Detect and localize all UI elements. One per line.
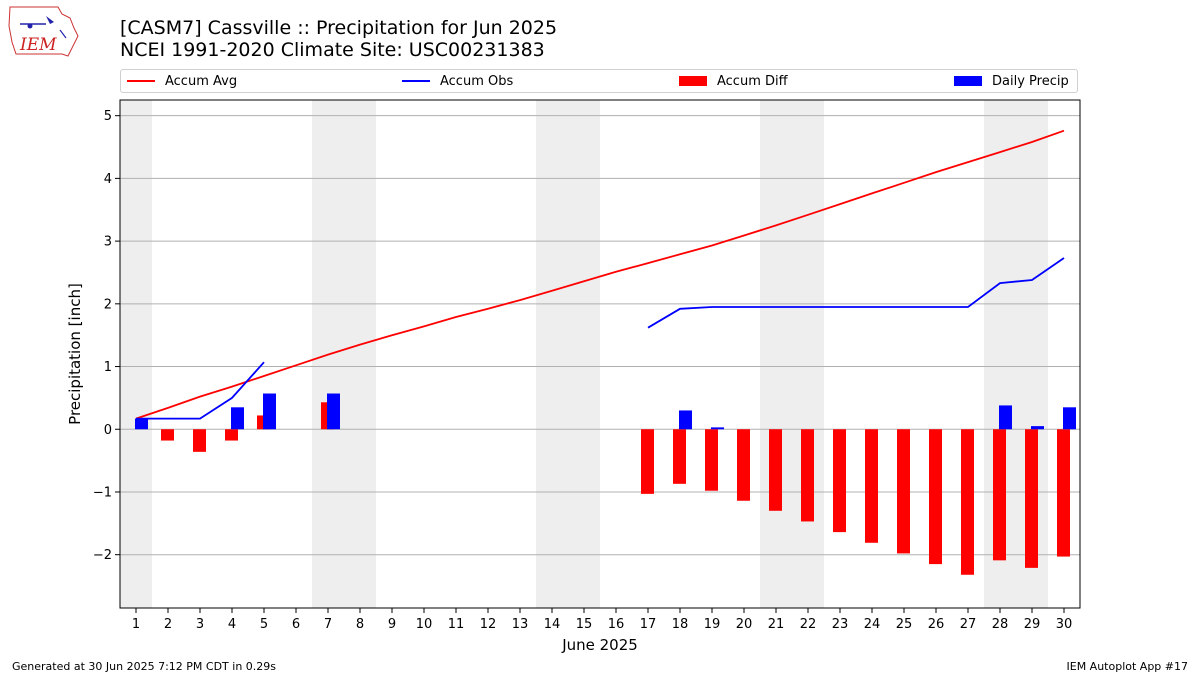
daily-precip-bar	[711, 427, 724, 430]
accum-diff-bar	[1057, 429, 1070, 557]
accum-diff-bar	[193, 429, 206, 452]
weekend-band	[760, 100, 792, 608]
accum-diff-bar	[769, 429, 782, 511]
y-tick-label: 2	[104, 297, 112, 312]
legend-patch-red	[679, 76, 707, 86]
x-tick-label: 12	[480, 617, 497, 632]
x-tick-label: 11	[448, 617, 465, 632]
x-tick-label: 14	[544, 617, 561, 632]
weekend-band	[120, 100, 152, 608]
accum-diff-bar	[961, 429, 974, 575]
weekend-band	[344, 100, 376, 608]
accum-diff-bar	[705, 429, 718, 491]
y-tick-label: −1	[93, 485, 112, 500]
legend-line-red	[127, 80, 155, 82]
accum-diff-bar	[161, 429, 174, 441]
legend-label: Accum Obs	[440, 73, 514, 89]
accum-diff-bar	[641, 429, 654, 494]
x-tick-label: 4	[228, 617, 236, 632]
accum-diff-bar	[225, 429, 238, 441]
accum-avg-line	[135, 129, 1065, 420]
x-tick-label: 27	[960, 617, 977, 632]
daily-precip-bar	[231, 407, 244, 430]
y-axis-label: Precipitation [inch]	[66, 283, 84, 425]
legend-item-accum-diff: Accum Diff	[679, 70, 788, 92]
x-tick-label: 20	[736, 617, 753, 632]
x-tick-label: 5	[260, 617, 268, 632]
legend: Accum Avg Accum Obs Accum Diff Daily Pre…	[120, 69, 1078, 93]
legend-item-daily-precip: Daily Precip	[954, 70, 1069, 92]
accum-diff-bar	[673, 429, 686, 484]
daily-precip-bar	[679, 410, 692, 430]
x-tick-label: 26	[928, 617, 945, 632]
x-tick-label: 8	[356, 617, 364, 632]
accum-diff-bar	[737, 429, 750, 501]
accum-diff-bar	[897, 429, 910, 554]
y-tick-label: 4	[104, 172, 112, 187]
logo-text: IEM	[19, 35, 57, 55]
legend-item-accum-obs: Accum Obs	[402, 70, 513, 92]
legend-label: Accum Diff	[717, 73, 788, 89]
plot-frame	[119, 99, 1081, 609]
x-tick-label: 17	[640, 617, 657, 632]
weekend-band	[568, 100, 600, 608]
x-tick-label: 29	[1024, 617, 1041, 632]
x-tick-label: 28	[992, 617, 1009, 632]
x-tick-label: 3	[196, 617, 204, 632]
daily-precip-bar	[1031, 426, 1044, 430]
x-tick-label: 9	[388, 617, 396, 632]
x-tick-label: 24	[864, 617, 881, 632]
x-tick-label: 10	[416, 617, 433, 632]
accum-diff-bar	[993, 429, 1006, 561]
accum-diff-bar	[929, 429, 942, 565]
y-tick-label: 5	[104, 109, 112, 124]
accum-diff-bar	[801, 429, 814, 522]
x-axis-label: June 2025	[561, 636, 638, 654]
footer-app-text: IEM Autoplot App #17	[1066, 660, 1189, 673]
x-tick-label: 2	[164, 617, 172, 632]
daily-precip-bar	[135, 418, 148, 430]
x-tick-label: 13	[512, 617, 529, 632]
daily-precip-bar	[263, 393, 276, 430]
x-tick-label: 25	[896, 617, 913, 632]
accum-obs-line	[647, 257, 1065, 329]
x-tick-label: 22	[800, 617, 817, 632]
daily-precip-bar	[327, 393, 340, 430]
x-tick-label: 7	[324, 617, 332, 632]
iem-logo: IEM	[8, 6, 79, 57]
x-tick-label: 30	[1056, 617, 1073, 632]
chart-title: [CASM7] Cassville :: Precipitation for J…	[120, 17, 558, 39]
footer-generated-text: Generated at 30 Jun 2025 7:12 PM CDT in …	[12, 660, 277, 673]
x-tick-label: 18	[672, 617, 689, 632]
x-tick-label: 19	[704, 617, 721, 632]
legend-item-accum-avg: Accum Avg	[127, 70, 237, 92]
weekend-band	[536, 100, 568, 608]
x-tick-label: 23	[832, 617, 849, 632]
y-tick-label: 0	[104, 423, 112, 438]
y-tick-label: 1	[104, 360, 112, 375]
x-tick-label: 1	[132, 617, 140, 632]
accum-obs-line	[136, 361, 265, 420]
daily-precip-bar	[1063, 407, 1076, 430]
accum-diff-bar	[865, 429, 878, 543]
chart-subtitle: NCEI 1991-2020 Climate Site: USC00231383	[120, 39, 545, 61]
daily-precip-bar	[999, 405, 1012, 430]
accum-diff-bar	[833, 429, 846, 533]
legend-label: Accum Avg	[165, 73, 238, 89]
weekend-band	[792, 100, 824, 608]
x-tick-label: 21	[768, 617, 785, 632]
y-tick-label: 3	[104, 235, 112, 250]
legend-patch-blue	[954, 76, 982, 86]
y-tick-label: −2	[93, 548, 112, 563]
x-tick-label: 16	[608, 617, 625, 632]
legend-label: Daily Precip	[992, 73, 1069, 89]
legend-line-blue	[402, 80, 430, 82]
x-tick-label: 6	[292, 617, 300, 632]
x-tick-label: 15	[576, 617, 593, 632]
accum-diff-bar	[1025, 429, 1038, 568]
